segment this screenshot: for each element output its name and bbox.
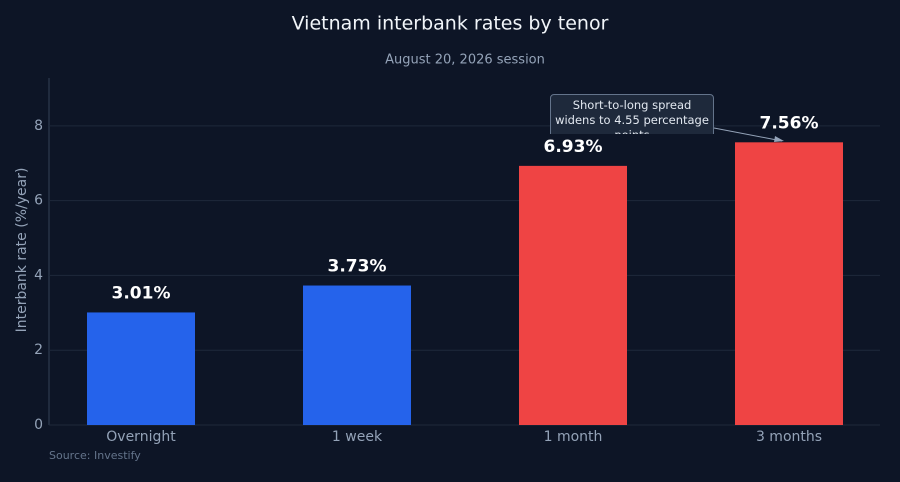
annotation-arrowhead	[774, 136, 784, 142]
bar	[735, 142, 843, 426]
bar	[303, 285, 411, 425]
y-axis-label: Interbank rate (%/year)	[14, 168, 30, 333]
annotation-arrow	[713, 127, 783, 142]
value-label: 3.01%	[112, 283, 171, 303]
x-tick-label: 1 month	[544, 429, 603, 445]
y-tick-label: 4	[34, 267, 43, 283]
annotation-text: Short-to-long spread widens to 4.55 perc…	[550, 94, 714, 134]
x-tick-label: 1 week	[332, 429, 383, 445]
y-tick-label: 6	[34, 193, 43, 209]
x-tick-label: 3 months	[756, 429, 822, 445]
value-label: 3.73%	[328, 257, 387, 277]
y-tick-label: 0	[34, 417, 43, 433]
source-note: Source: Investify	[49, 449, 141, 462]
y-tick-label: 8	[34, 118, 43, 134]
x-tick-label: Overnight	[106, 429, 176, 445]
chart-subtitle: August 20, 2026 session	[385, 53, 545, 68]
y-tick-label: 2	[34, 342, 43, 358]
annotation: Short-to-long spread widens to 4.55 perc…	[550, 94, 714, 134]
chart-title: Vietnam interbank rates by tenor	[292, 13, 609, 35]
bar	[87, 312, 195, 425]
value-label: 7.56%	[760, 113, 819, 133]
bar	[519, 165, 627, 425]
value-label: 6.93%	[544, 137, 603, 157]
